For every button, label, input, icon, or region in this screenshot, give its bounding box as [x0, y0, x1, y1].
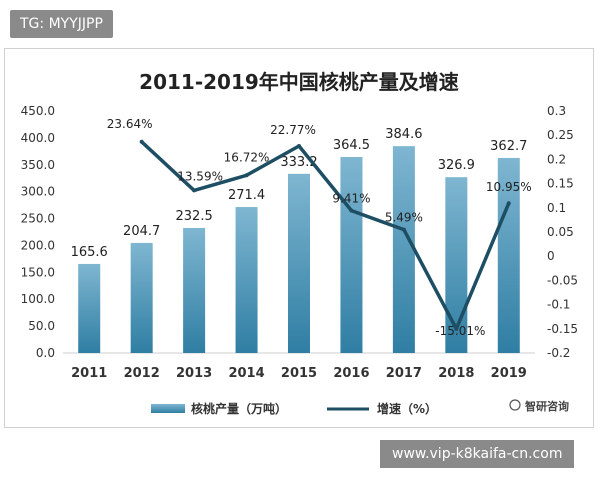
line-value-label: 16.72% — [224, 150, 270, 164]
y-right-tick-label: 0.3 — [547, 104, 566, 118]
bar-value-label: 384.6 — [385, 127, 422, 142]
y-left-tick-label: 400.0 — [21, 131, 55, 145]
watermark-top: TG: MYYJJPP — [10, 10, 113, 38]
y-left-tick-label: 50.0 — [28, 319, 55, 333]
bar-value-label: 204.7 — [123, 224, 160, 239]
y-right-tick-label: 0.15 — [547, 177, 574, 191]
chart-frame: 2011-2019年中国核桃产量及增速 0.0 50.0 100.0 150.0 200… — [4, 48, 594, 428]
x-tick-label: 2016 — [333, 366, 369, 381]
x-tick-label: 2015 — [281, 366, 317, 381]
growth-line — [140, 140, 511, 331]
x-tick-label: 2019 — [491, 366, 527, 381]
bar-value-label: 364.5 — [333, 138, 370, 153]
line-value-label: 23.64% — [107, 117, 153, 131]
chart-title: 2011-2019年中国核桃产量及增速 — [139, 70, 459, 94]
line-point — [506, 201, 511, 206]
bar-value-label: 362.7 — [490, 139, 527, 154]
x-tick-label: 2012 — [124, 366, 160, 381]
bar-value-label: 326.9 — [438, 158, 475, 173]
line-value-label: 13.59% — [177, 169, 223, 183]
line-point — [454, 326, 459, 331]
bar-value-label: 165.6 — [71, 245, 108, 260]
line-value-label: 5.49% — [385, 211, 423, 225]
y-left-tick-label: 200.0 — [21, 238, 55, 252]
x-tick-label: 2014 — [228, 366, 264, 381]
x-tick-label: 2013 — [176, 366, 212, 381]
line-point — [349, 208, 354, 213]
legend-label-line: 增速（%） — [377, 401, 437, 416]
y-right-tick-label: -0.15 — [547, 322, 578, 336]
watermark-bottom: www.vip-k8kaifa-cn.com — [380, 440, 575, 468]
line-series — [139, 139, 511, 331]
bar-value-label: 232.5 — [176, 209, 213, 224]
line-point — [297, 143, 301, 148]
bar — [183, 227, 206, 353]
line-value-label: 22.77% — [270, 123, 316, 137]
bar — [392, 146, 415, 353]
y-axis-right: -0.2 -0.15 -0.1 -0.05 0 0.05 0.1 0.15 0.2 0.25 0.3 — [547, 104, 578, 360]
brand-mark: 智研咨询 — [509, 399, 569, 413]
line-point — [401, 227, 406, 232]
bar — [340, 156, 363, 353]
bar — [130, 242, 153, 353]
bar-series — [78, 146, 520, 353]
bar-value-label: 271.4 — [228, 188, 265, 203]
y-left-tick-label: 0.0 — [36, 346, 55, 360]
line-value-label: 10.95% — [486, 180, 532, 194]
line-point — [192, 188, 197, 193]
x-tick-label: 2011 — [71, 366, 107, 381]
line-point — [139, 139, 144, 144]
chart-svg: 2011-2019年中国核桃产量及增速 0.050.0100.0150.0200… — [21, 70, 578, 416]
bar — [288, 173, 310, 353]
line-point — [244, 173, 249, 178]
legend-swatch-bar — [151, 404, 185, 413]
wechat-icon — [509, 399, 521, 411]
bar — [235, 207, 258, 353]
y-right-tick-label: 0.25 — [547, 128, 574, 142]
bar — [78, 263, 101, 353]
legend: 核桃产量（万吨） 增速（%） — [151, 401, 437, 416]
bar — [497, 157, 520, 353]
bar-labels: 165.6204.7232.5271.4333.2364.5384.6326.9… — [71, 127, 528, 260]
line-value-label: 9.41% — [332, 192, 370, 206]
y-right-tick-label: -0.1 — [547, 298, 570, 312]
x-axis-labels: 2011 2012 2013 2014 2015 2016 2017 2018 2019 — [71, 366, 527, 381]
y-right-tick-label: -0.2 — [547, 346, 570, 360]
y-right-tick-label: 0 — [547, 249, 555, 263]
y-left-tick-label: 300.0 — [21, 185, 55, 199]
y-left-tick-label: 450.0 — [21, 104, 55, 118]
y-right-tick-label: -0.05 — [547, 273, 578, 287]
legend-label-bar: 核桃产量（万吨） — [191, 401, 287, 416]
y-left-tick-label: 350.0 — [21, 158, 55, 172]
y-left-tick-label: 100.0 — [21, 292, 55, 306]
y-left-tick-label: 150.0 — [21, 265, 55, 279]
bar — [445, 177, 468, 353]
brand-text: 智研咨询 — [525, 399, 569, 413]
y-right-tick-label: 0.2 — [547, 152, 566, 166]
y-right-tick-label: 0.1 — [547, 201, 566, 215]
line-value-label: -15.01% — [435, 324, 485, 338]
x-tick-label: 2018 — [438, 366, 474, 381]
y-right-tick-label: 0.05 — [547, 225, 574, 239]
line-labels: 23.64% 13.59%16.72%22.77% 9.41% 5.49% -15.01… — [107, 117, 532, 338]
x-tick-label: 2017 — [386, 366, 422, 381]
y-left-tick-label: 250.0 — [21, 212, 55, 226]
